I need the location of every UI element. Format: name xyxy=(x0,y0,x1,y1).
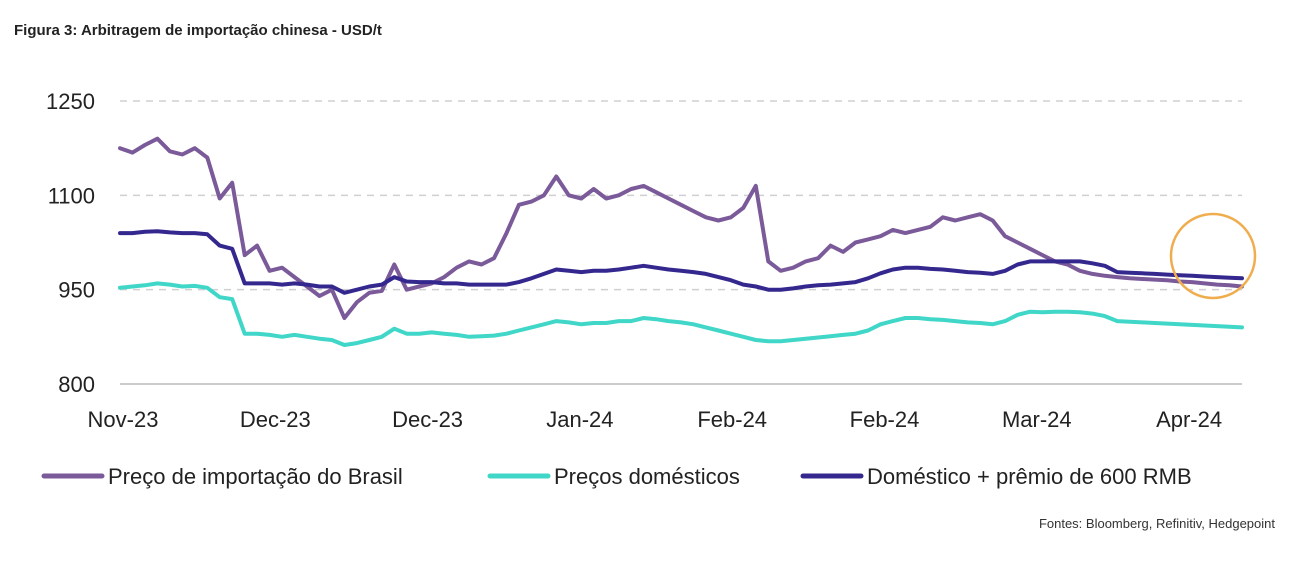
series-line-3 xyxy=(118,229,1244,295)
series-line-1 xyxy=(118,136,1244,320)
series-lines xyxy=(118,136,1244,347)
legend-label-2: Preços domésticos xyxy=(554,464,740,489)
x-tick-label: Feb-24 xyxy=(850,407,920,432)
y-tick-label: 1100 xyxy=(48,183,95,208)
legend-label-1: Preço de importação do Brasil xyxy=(108,464,403,489)
x-tick-label: Jan-24 xyxy=(546,407,613,432)
y-axis-ticks: 800 950 1100 1250 xyxy=(46,89,95,397)
x-tick-label: Apr-24 xyxy=(1156,407,1222,432)
source-note: Fontes: Bloomberg, Refinitiv, Hedgepoint xyxy=(1038,516,1275,531)
x-tick-label: Mar-24 xyxy=(1002,407,1072,432)
x-tick-label: Nov-23 xyxy=(88,407,159,432)
legend: Preço de importação do Brasil Preços domé… xyxy=(41,464,1192,489)
series-line-2 xyxy=(118,281,1244,347)
legend-label-3: Doméstico + prêmio de 600 RMB xyxy=(867,464,1192,489)
y-tick-label: 950 xyxy=(58,278,95,303)
grid-lines xyxy=(120,100,1242,385)
x-axis-ticks: Nov-23 Dec-23 Dec-23 Jan-24 Feb-24 Feb-24 Mar-… xyxy=(88,407,1223,432)
highlight-circle xyxy=(1169,212,1257,300)
y-tick-label: 1250 xyxy=(46,89,95,114)
x-tick-label: Dec-23 xyxy=(240,407,311,432)
chart-title: Figura 3: Arbitragem de importação chine… xyxy=(14,22,382,39)
y-tick-label: 800 xyxy=(58,372,95,397)
x-tick-label: Feb-24 xyxy=(697,407,767,432)
x-tick-label: Dec-23 xyxy=(392,407,463,432)
